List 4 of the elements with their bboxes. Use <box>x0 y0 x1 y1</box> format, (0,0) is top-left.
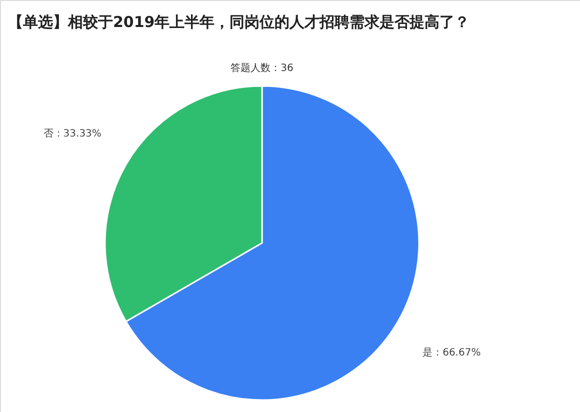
chart-title: 【单选】相较于2019年上半年，同岗位的人才招聘需求是否提高了？ <box>8 13 470 31</box>
slice-label: 否：33.33% <box>43 128 102 140</box>
chart-subtitle: 答题人数：36 <box>230 62 294 74</box>
slice-label: 是：66.67% <box>422 348 481 359</box>
